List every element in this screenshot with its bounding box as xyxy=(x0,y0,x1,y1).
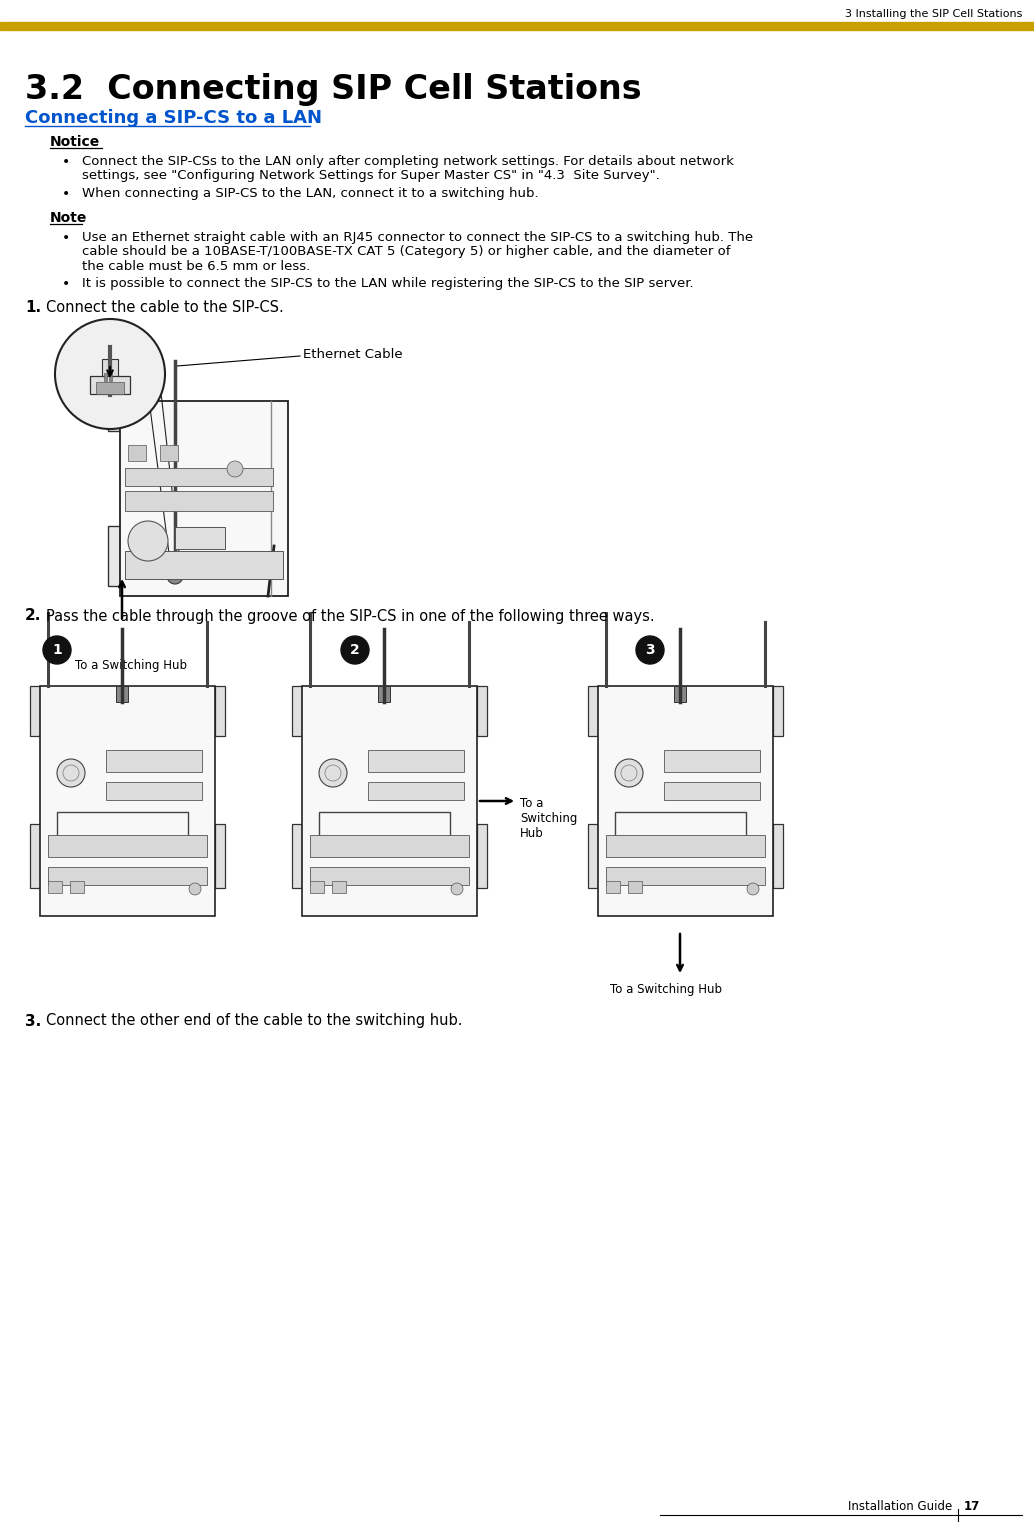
Circle shape xyxy=(320,758,347,787)
Bar xyxy=(368,781,464,800)
Circle shape xyxy=(636,635,664,665)
Bar xyxy=(606,835,765,857)
Bar xyxy=(48,881,62,893)
Text: Connect the SIP-CSs to the LAN only after completing network settings. For detai: Connect the SIP-CSs to the LAN only afte… xyxy=(82,155,734,169)
Bar xyxy=(588,686,598,735)
Text: 3.: 3. xyxy=(25,1013,41,1028)
Bar xyxy=(48,835,207,857)
Text: 2: 2 xyxy=(351,643,360,657)
Text: Notice: Notice xyxy=(50,135,100,149)
Circle shape xyxy=(227,460,243,477)
Text: Use an Ethernet straight cable with an RJ45 connector to connect the SIP-CS to a: Use an Ethernet straight cable with an R… xyxy=(82,232,753,244)
Bar xyxy=(175,527,225,550)
Circle shape xyxy=(168,568,183,583)
Bar xyxy=(125,551,283,579)
Bar xyxy=(120,401,288,596)
Text: 1.: 1. xyxy=(25,301,41,316)
Bar xyxy=(215,686,225,735)
Text: 3 Installing the SIP Cell Stations: 3 Installing the SIP Cell Stations xyxy=(845,9,1022,18)
Text: To a
Switching
Hub: To a Switching Hub xyxy=(520,797,577,840)
Text: Connecting a SIP-CS to a LAN: Connecting a SIP-CS to a LAN xyxy=(25,109,322,127)
Bar xyxy=(104,373,107,381)
Text: •: • xyxy=(62,187,70,201)
Bar xyxy=(477,824,487,889)
Bar xyxy=(368,751,464,772)
Bar xyxy=(70,881,84,893)
Text: Ethernet Cable: Ethernet Cable xyxy=(303,347,402,361)
Bar xyxy=(292,824,302,889)
Bar xyxy=(128,445,146,460)
Circle shape xyxy=(451,883,463,895)
Text: cable should be a 10BASE-T/100BASE-TX CAT 5 (Category 5) or higher cable, and th: cable should be a 10BASE-T/100BASE-TX CA… xyxy=(82,246,730,258)
Bar xyxy=(674,686,686,701)
Bar xyxy=(664,751,760,772)
Bar xyxy=(664,781,760,800)
Bar xyxy=(378,686,390,701)
Bar xyxy=(606,881,620,893)
Bar xyxy=(598,686,773,916)
Circle shape xyxy=(43,635,71,665)
Text: •: • xyxy=(62,276,70,292)
Bar xyxy=(160,445,178,460)
Circle shape xyxy=(55,319,165,428)
Text: When connecting a SIP-CS to the LAN, connect it to a switching hub.: When connecting a SIP-CS to the LAN, con… xyxy=(82,187,539,201)
Text: •: • xyxy=(62,230,70,246)
Text: Connect the other end of the cable to the switching hub.: Connect the other end of the cable to th… xyxy=(45,1013,462,1028)
Text: •: • xyxy=(62,155,70,169)
Text: To a Switching Hub: To a Switching Hub xyxy=(75,660,187,672)
Bar xyxy=(125,491,273,511)
Text: Installation Guide: Installation Guide xyxy=(848,1501,952,1514)
Text: 2.: 2. xyxy=(25,608,41,623)
Bar xyxy=(332,881,346,893)
Bar xyxy=(0,21,1034,31)
Bar xyxy=(96,382,124,394)
Bar xyxy=(773,824,783,889)
Bar xyxy=(108,527,120,586)
Circle shape xyxy=(341,635,369,665)
Text: Connect the cable to the SIP-CS.: Connect the cable to the SIP-CS. xyxy=(45,301,283,316)
Circle shape xyxy=(57,758,85,787)
Circle shape xyxy=(747,883,759,895)
Text: the cable must be 6.5 mm or less.: the cable must be 6.5 mm or less. xyxy=(82,259,310,273)
Text: Pass the cable through the groove of the SIP-CS in one of the following three wa: Pass the cable through the groove of the… xyxy=(45,608,655,623)
Bar xyxy=(628,881,642,893)
Bar xyxy=(588,824,598,889)
Bar xyxy=(606,867,765,886)
Bar xyxy=(107,781,202,800)
Text: 17: 17 xyxy=(964,1501,980,1514)
Bar xyxy=(109,373,112,381)
Bar xyxy=(30,686,40,735)
Bar xyxy=(102,359,118,381)
Bar xyxy=(40,686,215,916)
Circle shape xyxy=(615,758,643,787)
Bar xyxy=(310,881,324,893)
Circle shape xyxy=(128,520,168,560)
Bar xyxy=(116,686,128,701)
Bar xyxy=(310,835,469,857)
Bar xyxy=(773,686,783,735)
Text: 3: 3 xyxy=(645,643,655,657)
Text: To a Switching Hub: To a Switching Hub xyxy=(610,984,722,996)
Text: It is possible to connect the SIP-CS to the LAN while registering the SIP-CS to : It is possible to connect the SIP-CS to … xyxy=(82,278,694,290)
Text: settings, see "Configuring Network Settings for Super Master CS" in "4.3  Site S: settings, see "Configuring Network Setti… xyxy=(82,169,660,183)
Bar xyxy=(108,381,120,431)
Bar xyxy=(48,867,207,886)
Bar xyxy=(107,751,202,772)
Bar xyxy=(90,376,130,394)
Bar xyxy=(310,867,469,886)
Bar xyxy=(477,686,487,735)
Bar xyxy=(302,686,477,916)
Circle shape xyxy=(189,883,201,895)
Bar xyxy=(292,686,302,735)
Bar xyxy=(125,468,273,487)
Text: 3.2  Connecting SIP Cell Stations: 3.2 Connecting SIP Cell Stations xyxy=(25,74,642,106)
Bar xyxy=(30,824,40,889)
Text: 1: 1 xyxy=(52,643,62,657)
Bar xyxy=(215,824,225,889)
Text: Note: Note xyxy=(50,210,88,226)
